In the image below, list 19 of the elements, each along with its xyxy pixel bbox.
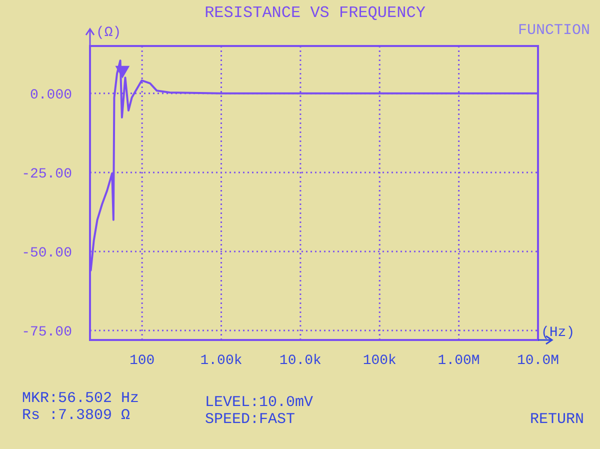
text: Rs :7.3809 Ω [22,407,130,424]
text: LEVEL:10.0mV [205,394,314,411]
chart-title: RESISTANCE VS FREQUENCY [204,4,426,22]
x-axis-title: (Hz) [541,325,575,341]
text: MKR:56.502 Hz [22,390,140,407]
y-tick-label: -75.00 [22,324,72,340]
text: RETURN [530,411,584,428]
x-tick-label: 100 [129,353,155,369]
x-tick-label: 1.00k [200,353,242,369]
y-tick-label: -50.00 [22,245,72,262]
text: FUNCTION [518,22,590,39]
y-tick-label: -25.00 [22,166,72,182]
x-tick-label: 10.0M [516,353,560,369]
x-tick-label: 1.00M [438,353,480,369]
text: SPEED:FAST [205,411,296,428]
x-tick-label: 10.0k [279,353,322,369]
y-axis-title: (Ω) [96,25,122,41]
y-tick-label: 0.000 [30,87,72,104]
x-tick-label: 100k [362,353,396,369]
